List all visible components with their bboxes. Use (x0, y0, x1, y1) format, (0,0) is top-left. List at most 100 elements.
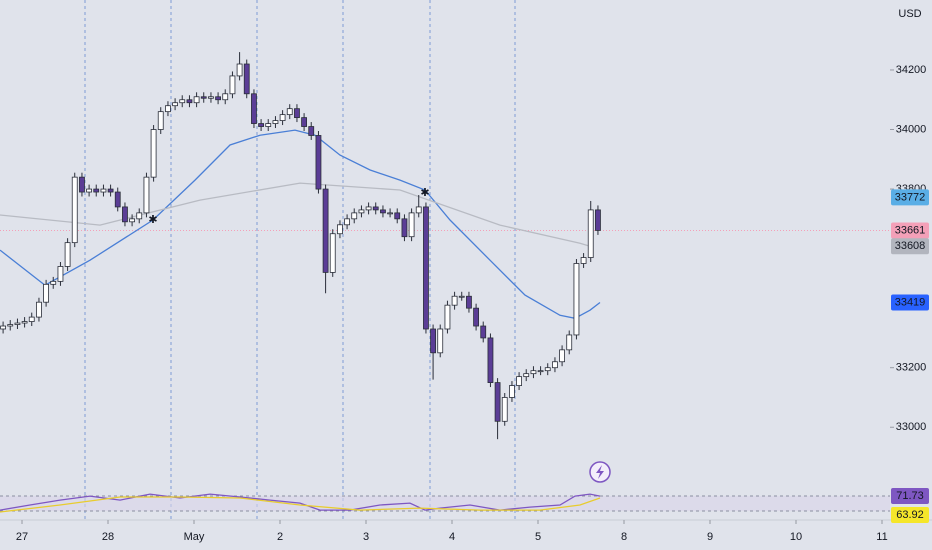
oscillator-band (0, 496, 890, 511)
candle-body (14, 322, 21, 325)
price-badge-label: 71.73 (896, 490, 924, 502)
candle-body (272, 120, 279, 124)
candle-body (79, 176, 85, 193)
candle-body (229, 75, 236, 95)
candle-body (372, 206, 379, 211)
signal-marker: ✱ (420, 187, 429, 199)
candle-body (251, 93, 257, 124)
oscillator-line (0, 493, 601, 511)
oscillator-line (0, 496, 601, 513)
candle-body (401, 218, 408, 238)
x-tick-label: 3 (363, 531, 369, 543)
candle-body (258, 123, 264, 127)
candle-body (365, 206, 372, 211)
candle-body (136, 212, 143, 220)
candle-body (193, 96, 200, 104)
candle-body (129, 218, 135, 223)
moving-average (0, 182, 591, 247)
y-tick-label: 34200 (896, 64, 927, 76)
moving-average (0, 129, 601, 319)
price-badge (891, 294, 929, 311)
candle-body (344, 218, 350, 226)
price-badge-label: 33608 (895, 240, 926, 252)
candle-body (286, 108, 293, 116)
candle-body (351, 212, 358, 220)
candle-body (157, 111, 164, 130)
candle-body (150, 129, 157, 178)
price-badge (891, 189, 929, 206)
candle-body (107, 188, 114, 193)
x-tick-label: 11 (876, 531, 887, 543)
x-tick-label: 9 (707, 531, 713, 543)
candle-body (28, 316, 35, 322)
price-badge (891, 507, 929, 524)
price-badge (891, 222, 929, 239)
candle-body (143, 176, 150, 214)
candle-body (480, 325, 487, 339)
candle-body (200, 96, 207, 99)
candle-body (71, 176, 78, 244)
price-badge-label: 33419 (895, 296, 926, 308)
x-tick-label: 4 (449, 531, 455, 543)
candle-body (530, 370, 537, 375)
alert-icon[interactable] (589, 461, 611, 483)
candle-body (114, 191, 121, 208)
candle-body (236, 63, 243, 77)
candle-body (0, 325, 6, 330)
y-tick-label: 33200 (896, 362, 927, 374)
candle-body (43, 283, 49, 303)
candle-body (523, 373, 530, 378)
candle-body (380, 209, 386, 214)
candle-body (473, 307, 479, 327)
x-tick-label: 8 (621, 531, 627, 543)
candle-body (100, 188, 107, 193)
candle-body (57, 266, 64, 282)
candle-body (423, 206, 429, 330)
candle-body (566, 334, 573, 351)
candle-body (487, 337, 494, 383)
candle-body (86, 188, 92, 193)
price-badge-label: 63.92 (896, 509, 924, 521)
candle-body (186, 99, 193, 104)
candle-body (21, 321, 28, 324)
x-tick-label: 2 (277, 531, 283, 543)
candle-body (172, 102, 178, 107)
plot: 27 28 May 2 3 4 5 8 9 10 1133000332003380034000342… (0, 52, 929, 543)
candle-body (544, 367, 551, 372)
candle-body (595, 209, 601, 231)
x-tick-label: 5 (535, 531, 541, 543)
candle-body (408, 212, 415, 238)
candle-body (36, 301, 42, 318)
candle-body (466, 295, 472, 309)
candle-body (444, 304, 451, 330)
candle-body (215, 96, 221, 101)
candle-body (580, 257, 587, 264)
y-tick-label: 33000 (896, 421, 927, 433)
candle-body (329, 233, 336, 273)
session-separators (84, 0, 516, 520)
x-tick-label: 27 (16, 531, 28, 543)
candle-body (537, 370, 544, 373)
candle-body (587, 209, 594, 258)
candle-body (501, 397, 508, 422)
candle-body (322, 188, 329, 273)
candle-body (222, 93, 229, 101)
candle-body (315, 135, 322, 190)
candle-body (301, 117, 307, 127)
candle-body (208, 96, 214, 99)
candle-body (516, 376, 522, 386)
candle-body (458, 295, 465, 298)
candle-body (122, 206, 128, 223)
candle-body (308, 126, 315, 136)
candle-body (394, 212, 401, 220)
candle-body (93, 188, 100, 193)
x-tick-label: May (184, 531, 205, 543)
candle-body (437, 328, 444, 354)
currency-label: USD (898, 8, 921, 20)
signal-marker: ✱ (148, 214, 157, 226)
x-tick-label: 28 (102, 531, 114, 543)
candle-body (7, 324, 14, 327)
candle-body (494, 382, 501, 422)
